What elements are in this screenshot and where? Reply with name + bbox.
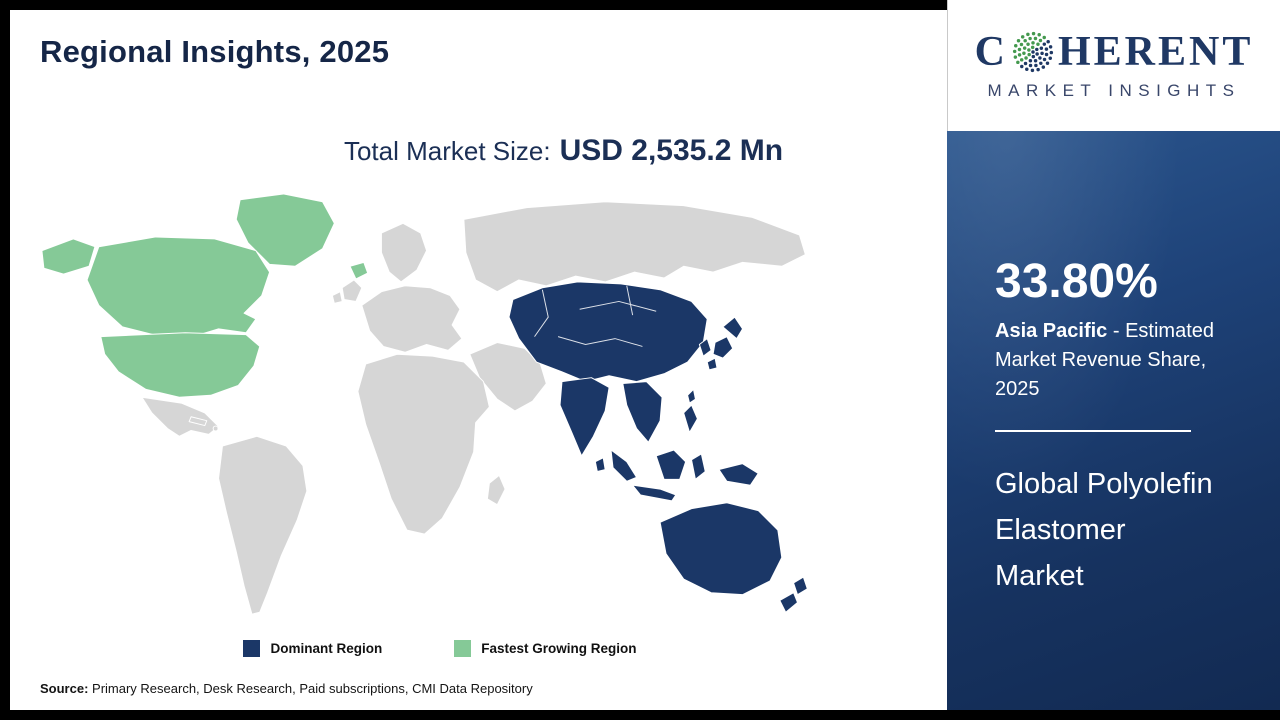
map-africa: [357, 353, 490, 535]
map-ireland: [331, 291, 343, 304]
source-text: Primary Research, Desk Research, Paid su…: [88, 681, 533, 696]
map-caribbean-island: [212, 425, 219, 432]
map-middle-east: [469, 342, 547, 412]
map-region-dominant: [508, 281, 808, 613]
market-share-description: Asia Pacific - Estimated Market Revenue …: [995, 317, 1233, 404]
map-korea: [698, 338, 712, 357]
world-map: [41, 193, 808, 615]
border-line: [534, 289, 549, 337]
logo-letter-c: C: [974, 29, 1008, 75]
left-black-bar: [0, 0, 10, 720]
map-caribbean: [188, 416, 208, 427]
map-japan-south: [706, 357, 718, 371]
map-scandinavia: [380, 222, 428, 283]
border-line: [579, 300, 657, 312]
fastest-growing-region-label: Fastest Growing Region: [481, 641, 637, 656]
region-description: - Estimated Market Revenue Share, 2025: [995, 320, 1214, 401]
map-uk: [341, 279, 363, 302]
bottom-black-bar: [0, 710, 1280, 720]
map-south-america: [218, 435, 308, 615]
map-java: [632, 484, 677, 502]
map-india: [559, 377, 610, 457]
map-new-zealand-south: [779, 592, 798, 613]
page-title: Regional Insights, 2025: [40, 34, 390, 69]
market-size-label: Total Market Size:: [343, 136, 551, 166]
map-region-fastest-growing: [41, 193, 369, 398]
map-borneo: [655, 449, 687, 480]
top-black-bar: [10, 0, 947, 10]
panel-divider: [995, 430, 1191, 433]
dominant-region-label: Dominant Region: [270, 641, 383, 656]
source-line: Source: Primary Research, Desk Research,…: [40, 681, 533, 696]
map-philippines: [683, 404, 698, 433]
map-sulawesi: [691, 453, 706, 480]
market-name: Global Polyolefin Elastomer Market: [995, 468, 1213, 593]
map-usa: [100, 332, 261, 398]
stats-panel: 33.80% Asia Pacific - Estimated Market R…: [947, 131, 1280, 710]
map-country-borders: [534, 285, 657, 347]
market-share-value: 33.80%: [995, 255, 1158, 308]
map-canada: [86, 236, 271, 338]
map-region-other: [141, 201, 806, 615]
map-japan-north: [722, 316, 744, 340]
map-new-guinea: [718, 463, 759, 486]
logo-letters-rest: HERENT: [1057, 29, 1254, 75]
region-name: Asia Pacific: [995, 320, 1108, 343]
border-line: [626, 285, 634, 316]
map-indochina: [622, 381, 663, 443]
map-alaska: [41, 238, 96, 275]
border-line: [557, 336, 643, 347]
source-label: Source:: [40, 681, 89, 696]
logo-globe-o-icon: [1011, 30, 1055, 74]
main-content: Regional Insights, 2025 Total Market Siz…: [10, 10, 947, 710]
dominant-region-swatch: [243, 640, 261, 657]
map-iceland: [349, 261, 369, 280]
map-new-zealand-north: [793, 576, 808, 596]
map-taiwan: [687, 388, 696, 404]
map-central-east-asia: [508, 281, 708, 383]
map-japan-main: [712, 336, 734, 359]
fastest-growing-region-swatch: [454, 640, 472, 657]
total-market-size: Total Market Size: USD 2,535.2 Mn: [10, 134, 947, 168]
legend-item-fastest-growing: Fastest Growing Region: [454, 640, 637, 657]
map-mexico-central-america: [141, 396, 220, 437]
market-size-value: USD 2,535.2 Mn: [559, 134, 784, 167]
legend-item-dominant: Dominant Region: [243, 640, 382, 657]
map-europe: [361, 285, 463, 353]
logo-area: C HERENT MARKET INSIGHTS: [947, 0, 1280, 131]
map-sumatra: [610, 449, 638, 482]
map-australia: [659, 502, 783, 596]
map-russia: [463, 201, 806, 293]
map-sri-lanka: [594, 457, 606, 472]
map-greenland: [235, 193, 335, 267]
map-madagascar: [486, 474, 506, 506]
coherent-logo: C HERENT: [975, 30, 1254, 74]
map-legend: Dominant Region Fastest Growing Region: [10, 640, 870, 657]
logo-subtitle: MARKET INSIGHTS: [987, 81, 1241, 100]
